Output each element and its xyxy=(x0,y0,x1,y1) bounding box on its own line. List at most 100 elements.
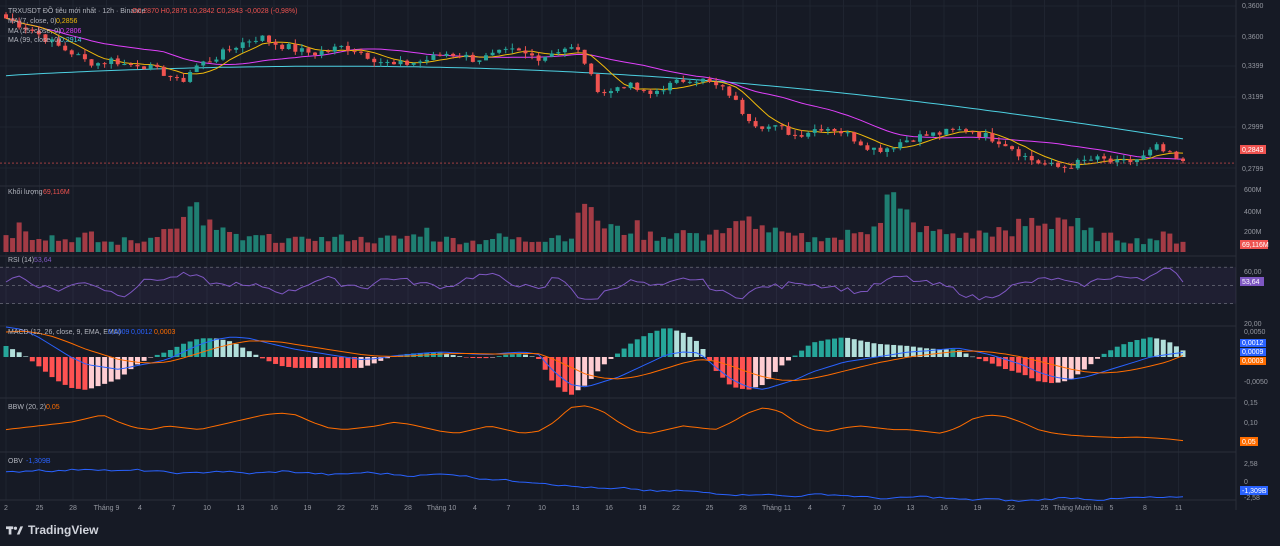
volume-bar-147 xyxy=(970,238,976,252)
volume-bar-37 xyxy=(246,236,252,252)
volume-bar-104 xyxy=(687,232,693,252)
macd-hist-90 xyxy=(595,357,601,372)
candle-62 xyxy=(411,62,416,67)
macd-hist-136 xyxy=(897,345,903,357)
candle-body-107 xyxy=(707,78,712,82)
candle-91 xyxy=(602,89,607,96)
time-axis[interactable]: 2 25 28 Tháng 9 4 7 10 13 16 19 22 25 28 Tháng 10 4 7 10… xyxy=(4,505,1182,512)
candle-body-133 xyxy=(878,147,883,152)
time-tick-1: 25 xyxy=(36,505,44,512)
macd-hist-131 xyxy=(864,341,870,357)
volume-bar-170 xyxy=(1121,242,1127,252)
macd-hist-175 xyxy=(1154,338,1160,357)
volume-bar-72 xyxy=(476,244,482,252)
candle-body-110 xyxy=(727,86,732,96)
candle-body-39 xyxy=(260,35,265,41)
candle-128 xyxy=(845,130,850,137)
candle-body-158 xyxy=(1042,163,1047,165)
macd-hist-40 xyxy=(266,357,272,362)
obv-title: OBV xyxy=(8,458,23,465)
candle-body-22 xyxy=(148,64,153,70)
volume-bar-2 xyxy=(16,222,22,252)
volume-bar-101 xyxy=(667,238,673,252)
volume-bar-45 xyxy=(299,236,305,252)
obv-last-value: -1,309B xyxy=(1242,488,1267,495)
candle-78 xyxy=(516,47,521,51)
candle-147 xyxy=(970,130,975,135)
candle-93 xyxy=(615,86,620,93)
candle-body-76 xyxy=(503,48,508,50)
candle-14 xyxy=(96,62,101,69)
candle-body-2 xyxy=(17,20,22,28)
volume-bar-141 xyxy=(930,230,936,252)
ma7-legend[interactable]: MA (7, close, 0) xyxy=(8,18,57,25)
macd-hist-6 xyxy=(42,357,48,372)
macd-hist-139 xyxy=(917,347,923,357)
volume-bar-112 xyxy=(739,220,745,252)
candle-116 xyxy=(766,124,771,132)
rsi-tick-20: 20,00 xyxy=(1244,321,1262,328)
macd-hist-58 xyxy=(384,357,390,359)
candle-114 xyxy=(753,117,758,129)
candle-177 xyxy=(1167,150,1172,153)
candle-126 xyxy=(832,128,837,136)
candle-29 xyxy=(194,63,199,73)
candle-172 xyxy=(1134,159,1139,167)
macd-hist-178 xyxy=(1173,346,1179,357)
tradingview-logo[interactable]: TradingView xyxy=(6,523,98,537)
macd-hist-100 xyxy=(661,328,667,357)
candle-body-95 xyxy=(628,82,633,89)
candle-body-88 xyxy=(582,49,587,64)
macd-hist-130 xyxy=(858,340,864,357)
macd-last-3: 0,0003 xyxy=(1242,358,1264,365)
macd-hist-162 xyxy=(1068,357,1074,380)
candle-body-46 xyxy=(306,48,311,53)
volume-bar-92 xyxy=(608,224,614,252)
macd-hist-104 xyxy=(687,336,693,357)
candle-56 xyxy=(372,56,377,67)
candle-body-104 xyxy=(687,81,692,83)
volume-bar-16 xyxy=(108,241,114,252)
macd-hist-34 xyxy=(227,341,233,357)
volume-bar-52 xyxy=(345,241,351,252)
candle-body-96 xyxy=(635,82,640,90)
candle-body-144 xyxy=(950,128,955,130)
candle-body-171 xyxy=(1128,159,1133,163)
candle-174 xyxy=(1148,147,1153,158)
candle-body-167 xyxy=(1102,156,1107,159)
macd-hist-21 xyxy=(141,357,147,361)
obv-tick-bottom: -2,58 xyxy=(1244,495,1260,502)
candle-body-43 xyxy=(286,44,291,50)
candle-body-20 xyxy=(135,64,140,67)
price-tick-4: 0,2999 xyxy=(1242,124,1264,131)
candle-body-130 xyxy=(858,141,863,146)
volume-bar-99 xyxy=(654,240,660,252)
candle-107 xyxy=(707,76,712,83)
candle-157 xyxy=(1036,159,1041,165)
macd-hist-166 xyxy=(1095,357,1101,359)
ma99-legend[interactable]: MA (99, close, 0) xyxy=(8,37,61,44)
volume-bar-90 xyxy=(595,220,601,252)
macd-hist-163 xyxy=(1075,357,1081,375)
candle-body-18 xyxy=(122,64,127,66)
volume-bar-25 xyxy=(167,228,173,252)
candle-body-142 xyxy=(937,132,942,135)
candle-178 xyxy=(1174,150,1179,160)
time-tick-30: 22 xyxy=(1007,505,1015,512)
volume-bar-77 xyxy=(509,239,515,252)
macd-hist-19 xyxy=(128,357,134,370)
macd-value-3: 0,0003 xyxy=(154,329,176,336)
candle-34 xyxy=(227,45,232,53)
ma25-legend[interactable]: MA (25, close, 0) xyxy=(8,28,61,35)
candle-41 xyxy=(273,39,278,50)
candle-76 xyxy=(503,46,508,54)
candle-body-47 xyxy=(313,52,318,56)
candle-25 xyxy=(168,75,173,81)
volume-bar-46 xyxy=(305,238,311,252)
time-tick-18: 16 xyxy=(605,505,613,512)
volume-bar-125 xyxy=(825,237,831,252)
volume-bar-3 xyxy=(23,231,29,252)
volume-bar-151 xyxy=(996,227,1002,252)
macd-hist-134 xyxy=(884,344,890,357)
